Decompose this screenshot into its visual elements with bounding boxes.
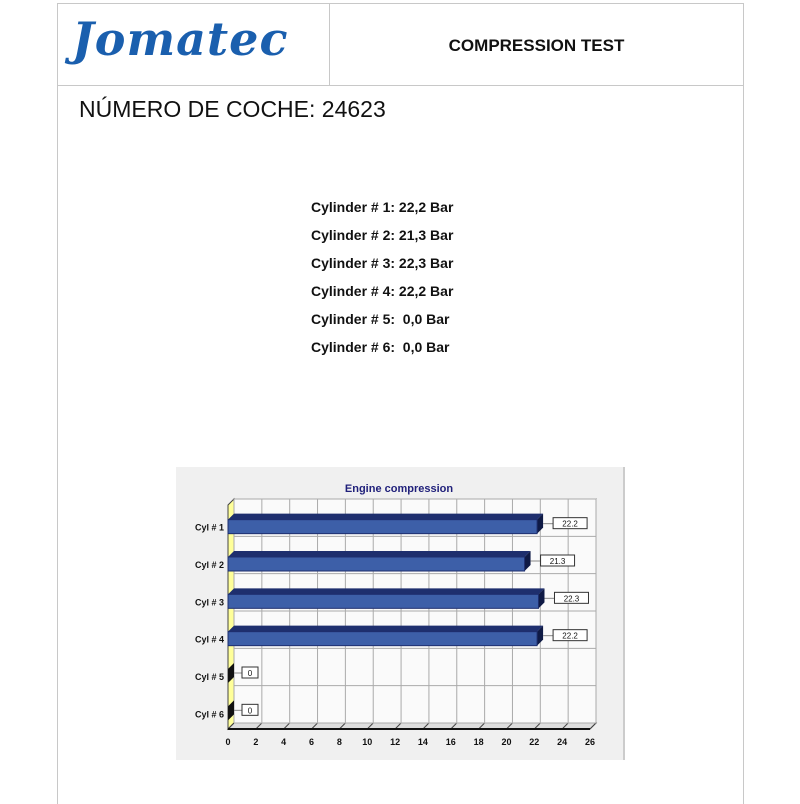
x-tick-label: 4 (281, 737, 286, 747)
data-label: 22.2 (562, 520, 578, 529)
page-title: COMPRESSION TEST (448, 36, 625, 55)
data-label-box (552, 629, 588, 642)
tick-mark (589, 722, 597, 730)
x-tick-label: 22 (529, 737, 539, 747)
y-tick-label: Cyl # 5 (195, 672, 224, 682)
bar-end (538, 588, 545, 609)
y-tick-label: Cyl # 4 (195, 635, 224, 645)
bar-end (537, 513, 544, 534)
x-tick-label: 18 (474, 737, 484, 747)
car-number: NÚMERO DE COCHE: 24623 (79, 96, 386, 122)
bar (227, 556, 526, 572)
results-list: Cylinder # 1: 22,2 Bar Cylinder # 2: 21,… (311, 199, 453, 367)
result-line: Cylinder # 1: 22,2 Bar (311, 199, 454, 215)
data-label: 22.3 (564, 594, 580, 603)
logo: Jomatec (72, 12, 289, 66)
y-tick-label: Cyl # 3 (195, 597, 224, 607)
bar-end (537, 625, 544, 646)
y-tick-label: Cyl # 2 (195, 560, 224, 570)
data-label-box (241, 666, 259, 679)
y-tick-label: Cyl # 6 (195, 709, 224, 719)
data-label-box (552, 517, 588, 530)
result-line: Cylinder # 5: 0,0 Bar (311, 311, 450, 327)
x-tick-label: 6 (309, 737, 314, 747)
y-tick-label: Cyl # 1 (195, 523, 224, 533)
document-page: Jomatec COMPRESSION TEST (57, 3, 744, 804)
x-tick-label: 12 (390, 737, 400, 747)
bar-zero (228, 663, 234, 683)
x-tick-label: 10 (362, 737, 372, 747)
bar-top (228, 513, 544, 520)
result-line: Cylinder # 3: 22,3 Bar (311, 255, 454, 271)
result-line: Cylinder # 2: 21,3 Bar (311, 227, 454, 243)
bar-top (228, 625, 544, 632)
x-tick-label: 2 (253, 737, 258, 747)
x-tick-label: 26 (585, 737, 595, 747)
x-tick-label: 16 (446, 737, 456, 747)
data-label: 22.2 (562, 632, 578, 641)
data-label: 21.3 (550, 557, 566, 566)
header: Jomatec COMPRESSION TEST (58, 4, 743, 86)
bar-end (524, 551, 531, 571)
header-divider (329, 4, 330, 85)
bar-top (228, 588, 545, 595)
result-line: Cylinder # 4: 22,2 Bar (311, 283, 454, 299)
x-tick-label: 20 (501, 737, 511, 747)
chart-title: Engine compression (345, 483, 453, 495)
data-label-box (241, 703, 259, 716)
data-label-box (553, 591, 589, 604)
x-tick-label: 8 (337, 737, 342, 747)
data-label: 0 (248, 706, 253, 715)
bar (227, 593, 539, 609)
data-label-box (540, 554, 576, 567)
x-tick-label: 24 (557, 737, 567, 747)
bar (227, 519, 538, 535)
bar-zero (228, 700, 234, 721)
result-line: Cylinder # 6: 0,0 Bar (311, 339, 450, 355)
bar-top (228, 551, 531, 557)
data-label: 0 (248, 669, 253, 678)
x-tick-label: 14 (418, 737, 428, 747)
x-tick-label: 0 (225, 737, 230, 747)
engine-compression-chart: Engine compression 0 2 4 6 8 10 12 14 16 18 20 22 24 2… (176, 467, 625, 760)
bar (227, 631, 538, 647)
